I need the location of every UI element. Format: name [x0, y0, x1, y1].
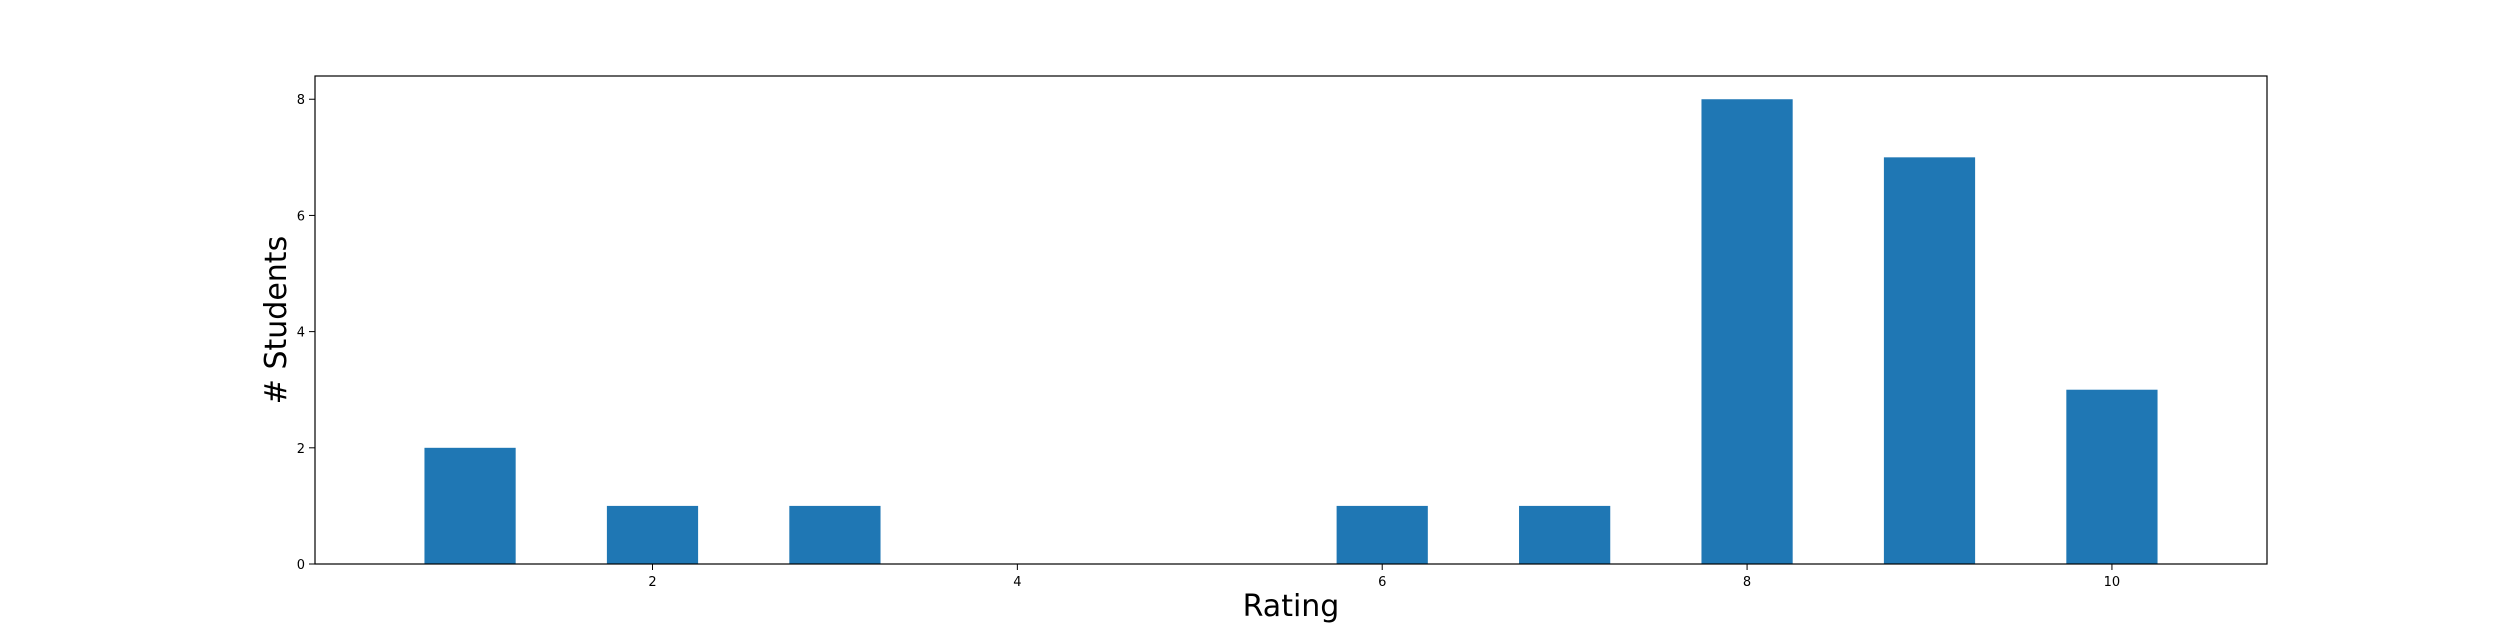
x-axis-label: Rating: [1243, 589, 1340, 624]
y-axis-ticks: 0 2 4 6 8: [297, 93, 315, 573]
x-axis-ticks: 2 4 6 8 10: [648, 564, 2120, 590]
y-tick-label: 8: [297, 93, 305, 108]
bars-group: [424, 99, 2158, 565]
x-tick-label: 10: [2104, 575, 2121, 590]
bar-rating-1: [424, 447, 516, 564]
x-tick-label: 8: [1743, 575, 1751, 590]
bar-rating-3: [789, 505, 881, 564]
x-tick-label: 6: [1378, 575, 1386, 590]
bar-rating-10: [2066, 389, 2158, 564]
bar-rating-7: [1519, 505, 1611, 564]
bar-rating-9: [1883, 157, 1976, 565]
plot-frame: [314, 75, 2268, 565]
y-tick-label: 2: [297, 442, 305, 457]
y-tick-label: 4: [297, 326, 305, 341]
y-tick-label: 0: [297, 558, 305, 573]
y-axis-label: # Students: [259, 236, 294, 404]
bar-rating-6: [1336, 505, 1428, 564]
bar-rating-8: [1701, 99, 1793, 564]
x-tick-label: 4: [1013, 575, 1021, 590]
y-tick-label: 6: [297, 209, 305, 224]
bar-rating-2: [606, 505, 699, 564]
x-tick-label: 2: [648, 575, 656, 590]
